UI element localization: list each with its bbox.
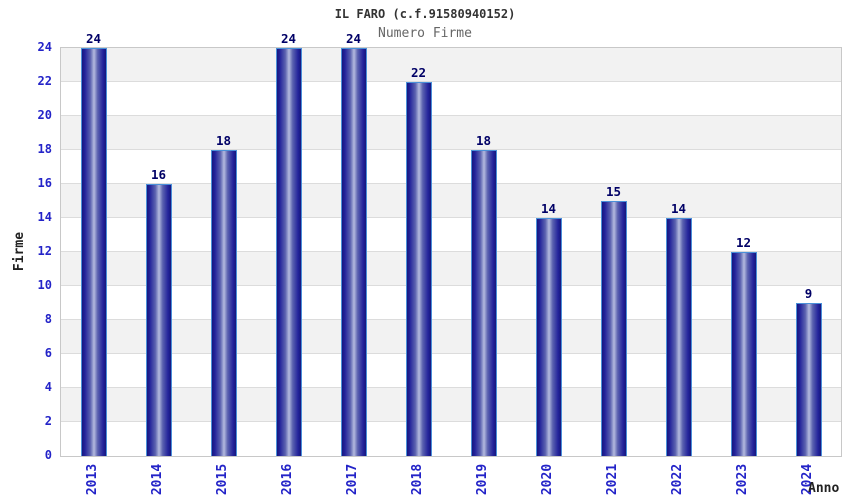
gridline	[61, 81, 841, 82]
y-tick-label: 16	[37, 176, 52, 190]
gridline	[61, 387, 841, 388]
x-tick-label: 2014	[150, 463, 165, 495]
x-tick-label: 2022	[670, 463, 685, 495]
gridline	[61, 251, 841, 252]
chart-title: IL FARO (c.f.91580940152)	[334, 7, 516, 21]
bar-2013	[80, 48, 107, 456]
y-tick-label: 12	[37, 244, 52, 258]
x-tick-label: 2018	[410, 463, 425, 495]
bar-value-label: 14	[540, 201, 557, 216]
x-tick-label: 2017	[345, 463, 360, 495]
gridline	[61, 421, 841, 422]
y-tick-label: 22	[37, 74, 52, 88]
bar-2021	[600, 201, 627, 456]
x-tick-label: 2015	[215, 463, 230, 495]
bar-value-label: 24	[345, 31, 362, 46]
y-tick-label: 24	[37, 40, 52, 54]
y-tick-label: 4	[44, 380, 52, 394]
x-tick-label: 2019	[475, 463, 490, 495]
y-tick-label: 14	[37, 210, 52, 224]
gridline	[61, 217, 841, 218]
bar-value-label: 18	[475, 133, 492, 148]
bar-2014	[145, 184, 172, 456]
chart-subtitle: Numero Firme	[378, 26, 472, 41]
x-tick-label: 2021	[605, 463, 620, 495]
y-tick-label: 0	[44, 448, 52, 462]
bar-2020	[535, 218, 562, 456]
gridline	[61, 353, 841, 354]
bar-2024	[795, 303, 822, 456]
bar-value-label: 14	[670, 201, 687, 216]
y-tick-label: 2	[44, 414, 52, 428]
y-tick-label: 6	[44, 346, 52, 360]
gridline	[61, 183, 841, 184]
bar-2016	[275, 48, 302, 456]
bar-2018	[405, 82, 432, 456]
plot-area: 24 16 18 24 24 22 18 14 15 14 12 9	[60, 32, 842, 457]
bar-2017	[340, 48, 367, 456]
bar-2019	[470, 150, 497, 456]
bar-value-label: 16	[150, 167, 167, 182]
bar-value-label: 24	[85, 31, 102, 46]
x-tick-label: 2016	[280, 463, 295, 495]
bar-value-label: 18	[215, 133, 232, 148]
bar-2015	[210, 150, 237, 456]
bar-2022	[665, 218, 692, 456]
gridline	[61, 115, 841, 116]
y-tick-label: 18	[37, 142, 52, 156]
bar-value-label: 24	[280, 31, 297, 46]
y-tick-label: 8	[44, 312, 52, 326]
x-tick-label: 2020	[540, 463, 555, 495]
bar-value-label: 12	[735, 235, 752, 250]
bar-2023	[730, 252, 757, 456]
bar-value-label: 22	[410, 65, 427, 80]
y-tick-label: 20	[37, 108, 52, 122]
bar-value-label: 15	[605, 184, 622, 199]
x-axis-title: Anno	[808, 481, 840, 496]
gridline	[61, 149, 841, 150]
bar-value-label: 9	[804, 286, 813, 301]
x-tick-label: 2013	[85, 463, 100, 495]
gridline	[61, 319, 841, 320]
y-tick-label: 10	[37, 278, 52, 292]
x-tick-label: 2023	[735, 463, 750, 495]
gridline	[61, 285, 841, 286]
